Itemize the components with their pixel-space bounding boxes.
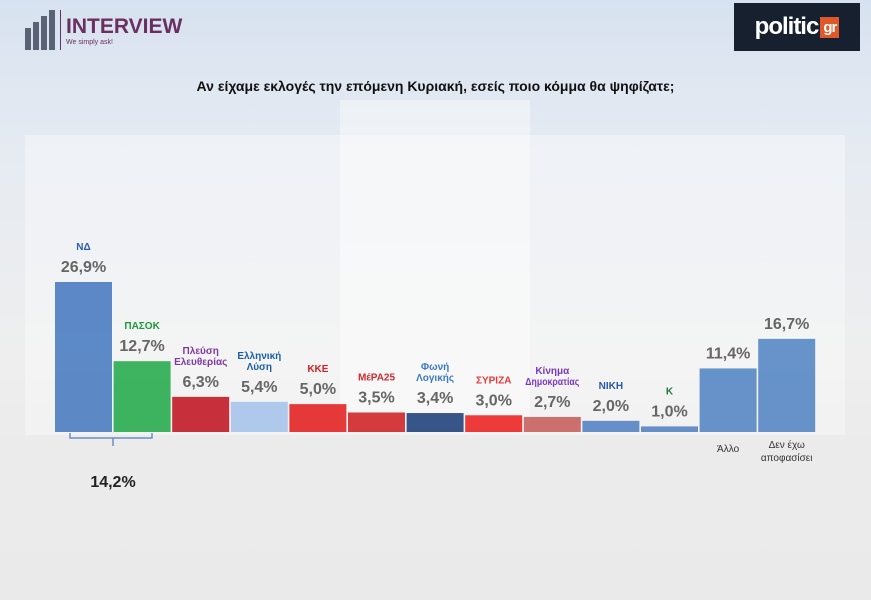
interview-logo: INTERVIEW We simply ask! bbox=[25, 10, 182, 50]
party-logo-text-2-0: Πλεύση bbox=[183, 346, 219, 357]
bar-5 bbox=[348, 412, 405, 432]
party-logo-text-3-1: Λύση bbox=[247, 362, 272, 373]
party-logo-text-10-0: Κ bbox=[666, 386, 674, 397]
bar-3 bbox=[230, 401, 288, 432]
bar-6 bbox=[406, 413, 464, 432]
parliament-center-background bbox=[340, 100, 530, 430]
value-label-4: 5,0% bbox=[300, 381, 336, 398]
bar-12 bbox=[758, 338, 816, 432]
bar-9 bbox=[582, 420, 640, 432]
party-logo-text-2-1: Ελευθερίας bbox=[174, 357, 227, 368]
logo-divider bbox=[60, 10, 61, 50]
bar-11 bbox=[699, 368, 757, 432]
party-logo-7: ΣΥΡΙΖΑ bbox=[476, 375, 511, 386]
bar-7 bbox=[465, 415, 523, 432]
combined-bracket bbox=[69, 433, 153, 446]
brand-tagline: We simply ask! bbox=[66, 38, 113, 46]
party-logo-1: ΠΑΣΟΚ bbox=[124, 321, 160, 332]
category-label-undecided-2: αποφασίσει bbox=[761, 452, 813, 464]
value-label-1: 12,7% bbox=[119, 338, 164, 355]
value-label-12: 16,7% bbox=[764, 316, 809, 333]
party-logo-text-1-0: ΠΑΣΟΚ bbox=[124, 321, 160, 332]
value-label-11: 11,4% bbox=[706, 345, 750, 362]
bar-1 bbox=[113, 361, 171, 432]
party-logo-5: ΜέΡΑ25 bbox=[358, 372, 396, 383]
brand-name: INTERVIEW bbox=[66, 14, 183, 38]
value-label-10: 1,0% bbox=[651, 403, 687, 420]
party-logo-text-5-0: ΜέΡΑ25 bbox=[358, 372, 396, 383]
combined-value-label: 14,2% bbox=[90, 474, 135, 491]
party-logo-0: ΝΔ bbox=[76, 242, 90, 253]
party-logo-9: ΝΙΚΗ bbox=[599, 381, 623, 392]
party-logo-text-8-0: Κίνημα bbox=[535, 366, 570, 377]
bar-4 bbox=[289, 404, 347, 432]
party-logo-text-4-0: ΚΚΕ bbox=[307, 364, 328, 375]
bar-0 bbox=[55, 282, 112, 432]
value-label-7: 3,0% bbox=[475, 392, 511, 409]
politic-logo-text: politic bbox=[754, 13, 820, 40]
politic-logo: politic gr bbox=[734, 3, 860, 51]
party-logo-text-6-0: Φωνή bbox=[421, 362, 449, 373]
value-label-9: 2,0% bbox=[593, 398, 629, 415]
party-logo-text-3-0: Ελληνική bbox=[237, 351, 281, 362]
bar-10 bbox=[641, 426, 698, 432]
value-label-5: 3,5% bbox=[358, 389, 394, 406]
value-label-2: 6,3% bbox=[182, 374, 218, 391]
party-logo-text-9-0: ΝΙΚΗ bbox=[599, 381, 623, 392]
square-background bbox=[0, 455, 871, 600]
party-logo-4: ΚΚΕ bbox=[307, 364, 328, 375]
bars-logo-icon bbox=[25, 10, 55, 50]
party-logo-text-7-0: ΣΥΡΙΖΑ bbox=[476, 375, 511, 386]
value-label-0: 26,9% bbox=[61, 259, 106, 276]
party-logo-10: Κ bbox=[666, 386, 674, 397]
chart-title: Αν είχαμε εκλογές την επόμενη Κυριακή, ε… bbox=[196, 78, 675, 94]
bar-8 bbox=[523, 416, 581, 432]
value-label-8: 2,7% bbox=[534, 394, 570, 411]
category-label-other: Άλλο bbox=[717, 444, 740, 455]
value-label-3: 5,4% bbox=[241, 379, 277, 396]
party-logo-text-8-1: Δημοκρατίας bbox=[525, 377, 579, 388]
bar-2 bbox=[172, 396, 230, 432]
party-logo-text-6-1: Λογικής bbox=[416, 373, 454, 384]
party-logo-text-0-0: ΝΔ bbox=[76, 242, 90, 253]
category-label-undecided-1: Δεν έχω bbox=[769, 439, 805, 451]
politic-logo-suffix: gr bbox=[820, 16, 840, 38]
value-label-6: 3,4% bbox=[417, 390, 453, 407]
